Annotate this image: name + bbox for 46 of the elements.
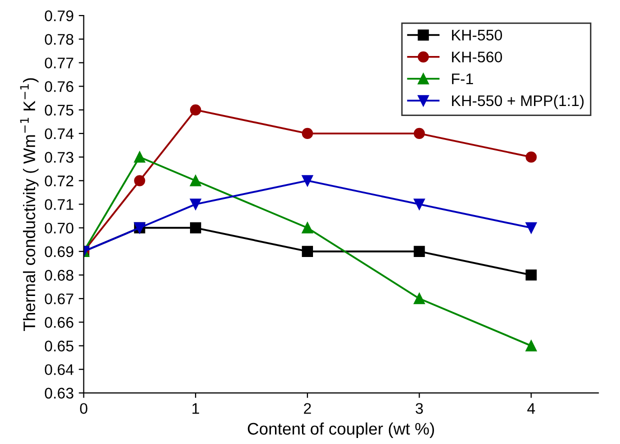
x-axis-title: Content of coupler (wt %) xyxy=(248,422,434,438)
y-tick-label: 0.71 xyxy=(44,199,74,210)
point xyxy=(190,175,202,186)
legend-label: F-1 xyxy=(452,74,473,84)
y-tick-label: 0.73 xyxy=(44,152,74,163)
y-tick-label: 0.74 xyxy=(44,128,74,140)
legend-label: KH-560 xyxy=(452,52,502,62)
point xyxy=(190,104,202,116)
point xyxy=(414,246,425,257)
y-tick-label: 0.72 xyxy=(44,176,74,186)
legend-label: KH-550 + MPP(1:1) xyxy=(452,94,584,110)
point xyxy=(414,198,425,210)
y-tick-label: 0.70 xyxy=(44,222,74,234)
y-tick-label: 0.77 xyxy=(44,58,74,68)
x-tick-label: 4 xyxy=(527,403,535,414)
y-tick-label: 0.79 xyxy=(44,10,74,22)
y-tick-label: 0.64 xyxy=(44,364,74,376)
point xyxy=(526,152,537,163)
point xyxy=(302,222,313,234)
y-tick-label: 0.67 xyxy=(44,293,74,304)
y-axis-title: Thermal conductivity ( Wm$^{−1}$ K$^{−1}$) xyxy=(20,78,39,332)
x-tick-label: 1 xyxy=(192,403,200,414)
point xyxy=(526,269,537,281)
point xyxy=(526,222,537,234)
point xyxy=(302,128,313,140)
legend-label: KH-550 xyxy=(452,30,502,41)
point xyxy=(134,175,146,186)
y-tick-label: 0.63 xyxy=(44,388,74,399)
y-tick-label: 0.68 xyxy=(44,270,74,281)
x-tick-label: 2 xyxy=(304,403,311,414)
y-tick-label: 0.65 xyxy=(44,340,74,352)
y-tick-label: 0.69 xyxy=(44,246,74,258)
point xyxy=(526,340,537,352)
x-tick-label: 3 xyxy=(416,403,423,414)
point xyxy=(302,246,313,257)
point xyxy=(190,222,202,234)
y-tick-label: 0.66 xyxy=(44,317,74,328)
point xyxy=(190,198,202,210)
y-tick-label: 0.78 xyxy=(44,34,74,45)
x-tick-label: 0 xyxy=(80,403,88,414)
y-tick-label: 0.75 xyxy=(44,104,74,116)
point xyxy=(414,128,425,140)
point xyxy=(414,293,425,304)
point xyxy=(302,175,313,186)
y-tick-label: 0.76 xyxy=(44,81,74,92)
point xyxy=(134,152,146,163)
